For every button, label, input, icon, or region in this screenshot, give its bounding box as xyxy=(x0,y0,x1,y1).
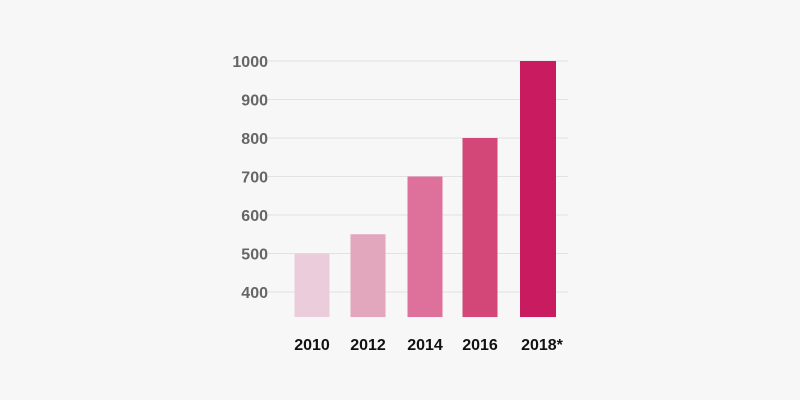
x-axis-ticks: 2010 2012 2014 2016 2018* xyxy=(294,337,563,354)
x-tick-label: 2010 xyxy=(294,337,330,354)
y-tick-label: 600 xyxy=(241,208,268,225)
x-tick-label: 2016 xyxy=(462,337,498,354)
bar-2012 xyxy=(350,234,386,318)
x-tick-label: 2014 xyxy=(407,337,443,354)
bar-2016 xyxy=(462,138,498,318)
y-tick-label: 400 xyxy=(241,285,268,302)
bars xyxy=(294,61,556,318)
bar-2018 xyxy=(520,61,556,318)
y-tick-label: 1000 xyxy=(232,54,268,71)
y-tick-label: 700 xyxy=(241,170,268,187)
y-tick-label: 800 xyxy=(241,131,268,148)
y-tick-label: 900 xyxy=(241,93,268,110)
y-tick-label: 500 xyxy=(241,247,268,264)
bar-2010 xyxy=(294,253,330,318)
y-axis-ticks: 400 500 600 700 800 900 1000 xyxy=(232,54,268,302)
x-tick-label: 2012 xyxy=(350,337,386,354)
x-tick-label: 2018* xyxy=(521,337,564,354)
bar-2014 xyxy=(407,176,443,318)
